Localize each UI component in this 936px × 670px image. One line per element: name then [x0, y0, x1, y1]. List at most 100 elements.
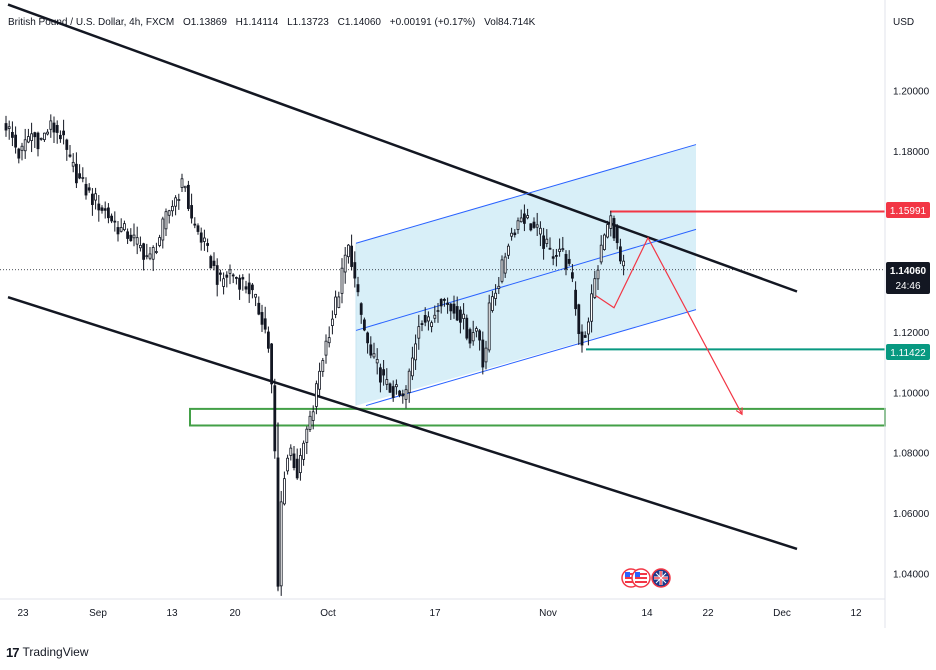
x-tick-label: 23 [17, 608, 29, 619]
candle-body [417, 326, 421, 339]
candle-body [17, 148, 21, 159]
candle-body [215, 265, 219, 285]
candle-body [362, 319, 366, 331]
candle-body [286, 457, 290, 472]
candle-body [311, 411, 315, 421]
candle-body [199, 232, 203, 243]
candle-body [174, 197, 178, 207]
candle-body [471, 332, 475, 342]
candle-body [158, 237, 162, 246]
price-axis[interactable]: USD 1.200001.180001.160001.140001.120001… [884, 0, 930, 628]
candle-body [222, 278, 226, 287]
candle-body [65, 139, 69, 150]
candle-body [526, 215, 529, 219]
candle-body [167, 210, 171, 216]
candle-body [36, 132, 40, 150]
x-tick-label: Oct [320, 608, 336, 619]
candle-body [337, 296, 341, 308]
candle-body [71, 161, 75, 167]
current-price-badge: 1.14060 24:46 [886, 262, 930, 294]
y-tick-label: 1.08000 [893, 449, 930, 460]
candle-body [513, 232, 517, 236]
candle-body [279, 501, 283, 587]
x-tick-label: Nov [539, 608, 557, 619]
candle-body [500, 259, 504, 282]
candle-body [186, 184, 190, 209]
candle-body [487, 302, 491, 351]
descending-channel-upper-line [7, 3, 798, 293]
candle-body [446, 302, 450, 305]
y-tick-label: 1.06000 [893, 509, 930, 520]
candle-body [599, 244, 603, 263]
target-zone-box [189, 407, 886, 427]
candle-body [59, 134, 62, 140]
candle-body [596, 269, 600, 280]
current-price-label: 1.14060 [890, 266, 927, 277]
candle-body [516, 220, 520, 230]
legend-close: C1.14060 [338, 17, 382, 28]
candle-body [103, 208, 107, 211]
candle-body [4, 123, 8, 131]
candle-body [558, 248, 561, 252]
candle-body [170, 205, 174, 212]
projection-arrow-head [735, 407, 743, 416]
economic-events[interactable] [621, 568, 671, 588]
candle-body [542, 235, 545, 249]
y-tick-label: 1.20000 [893, 87, 930, 98]
candle-body [334, 296, 338, 315]
candle-body [298, 455, 302, 474]
candle-body [372, 353, 376, 358]
candle-body [318, 370, 322, 390]
candle-body [503, 256, 507, 274]
candle-body [282, 478, 286, 505]
candle-body [43, 132, 46, 141]
candle-body [135, 237, 139, 245]
candle-body [138, 244, 142, 249]
candle-body [590, 293, 593, 322]
candle-body [231, 274, 235, 277]
candle-body [458, 309, 462, 323]
legend-symbol: British Pound / U.S. Dollar, 4h, FXCM [8, 17, 174, 28]
candle-body [401, 393, 405, 397]
x-tick-label: Dec [773, 608, 791, 619]
candle-body [247, 282, 251, 295]
ascending-channel-upper-line [355, 144, 697, 244]
candle-body [68, 154, 72, 157]
chart-canvas[interactable]: British Pound / U.S. Dollar, 4h, FXCM O1… [0, 0, 936, 640]
candle-body [46, 131, 49, 135]
candle-body [257, 302, 261, 315]
price-chart[interactable]: British Pound / U.S. Dollar, 4h, FXCM O1… [0, 0, 936, 640]
candle-body [7, 126, 11, 129]
candle-body [78, 173, 81, 179]
candle-body [539, 227, 542, 235]
candle-body [555, 254, 558, 257]
candle-body [87, 187, 91, 191]
ascending-channel-lower-line [365, 309, 697, 407]
tradingview-branding[interactable]: 17 TradingView [6, 641, 89, 663]
candle-body [545, 238, 549, 244]
candle-body [410, 357, 414, 377]
x-tick-label: 17 [429, 608, 441, 619]
candle-body [414, 343, 418, 361]
candle-body [129, 234, 133, 242]
candle-body [468, 329, 472, 344]
candle-body [164, 211, 168, 230]
candle-body [161, 218, 165, 241]
candle-body [145, 255, 149, 258]
time-axis[interactable]: 23 Sep 13 20 Oct 17 Nov 14 22 Dec 12 [0, 598, 885, 619]
candle-body [436, 310, 440, 312]
candle-body [603, 234, 606, 250]
candle-body [551, 256, 555, 259]
candle-body [423, 315, 427, 323]
candle-body [609, 215, 613, 229]
candle-body [292, 453, 296, 469]
candle-body [382, 369, 386, 376]
candle-body [593, 278, 597, 298]
candle-body [619, 246, 622, 262]
candle-body [151, 247, 155, 260]
candle-body [398, 390, 402, 396]
us-flag-event-icon[interactable] [631, 568, 651, 588]
uk-flag-event-icon[interactable] [651, 568, 671, 588]
legend-change: +0.00191 (+0.17%) [390, 17, 476, 28]
candle-body [577, 304, 581, 335]
